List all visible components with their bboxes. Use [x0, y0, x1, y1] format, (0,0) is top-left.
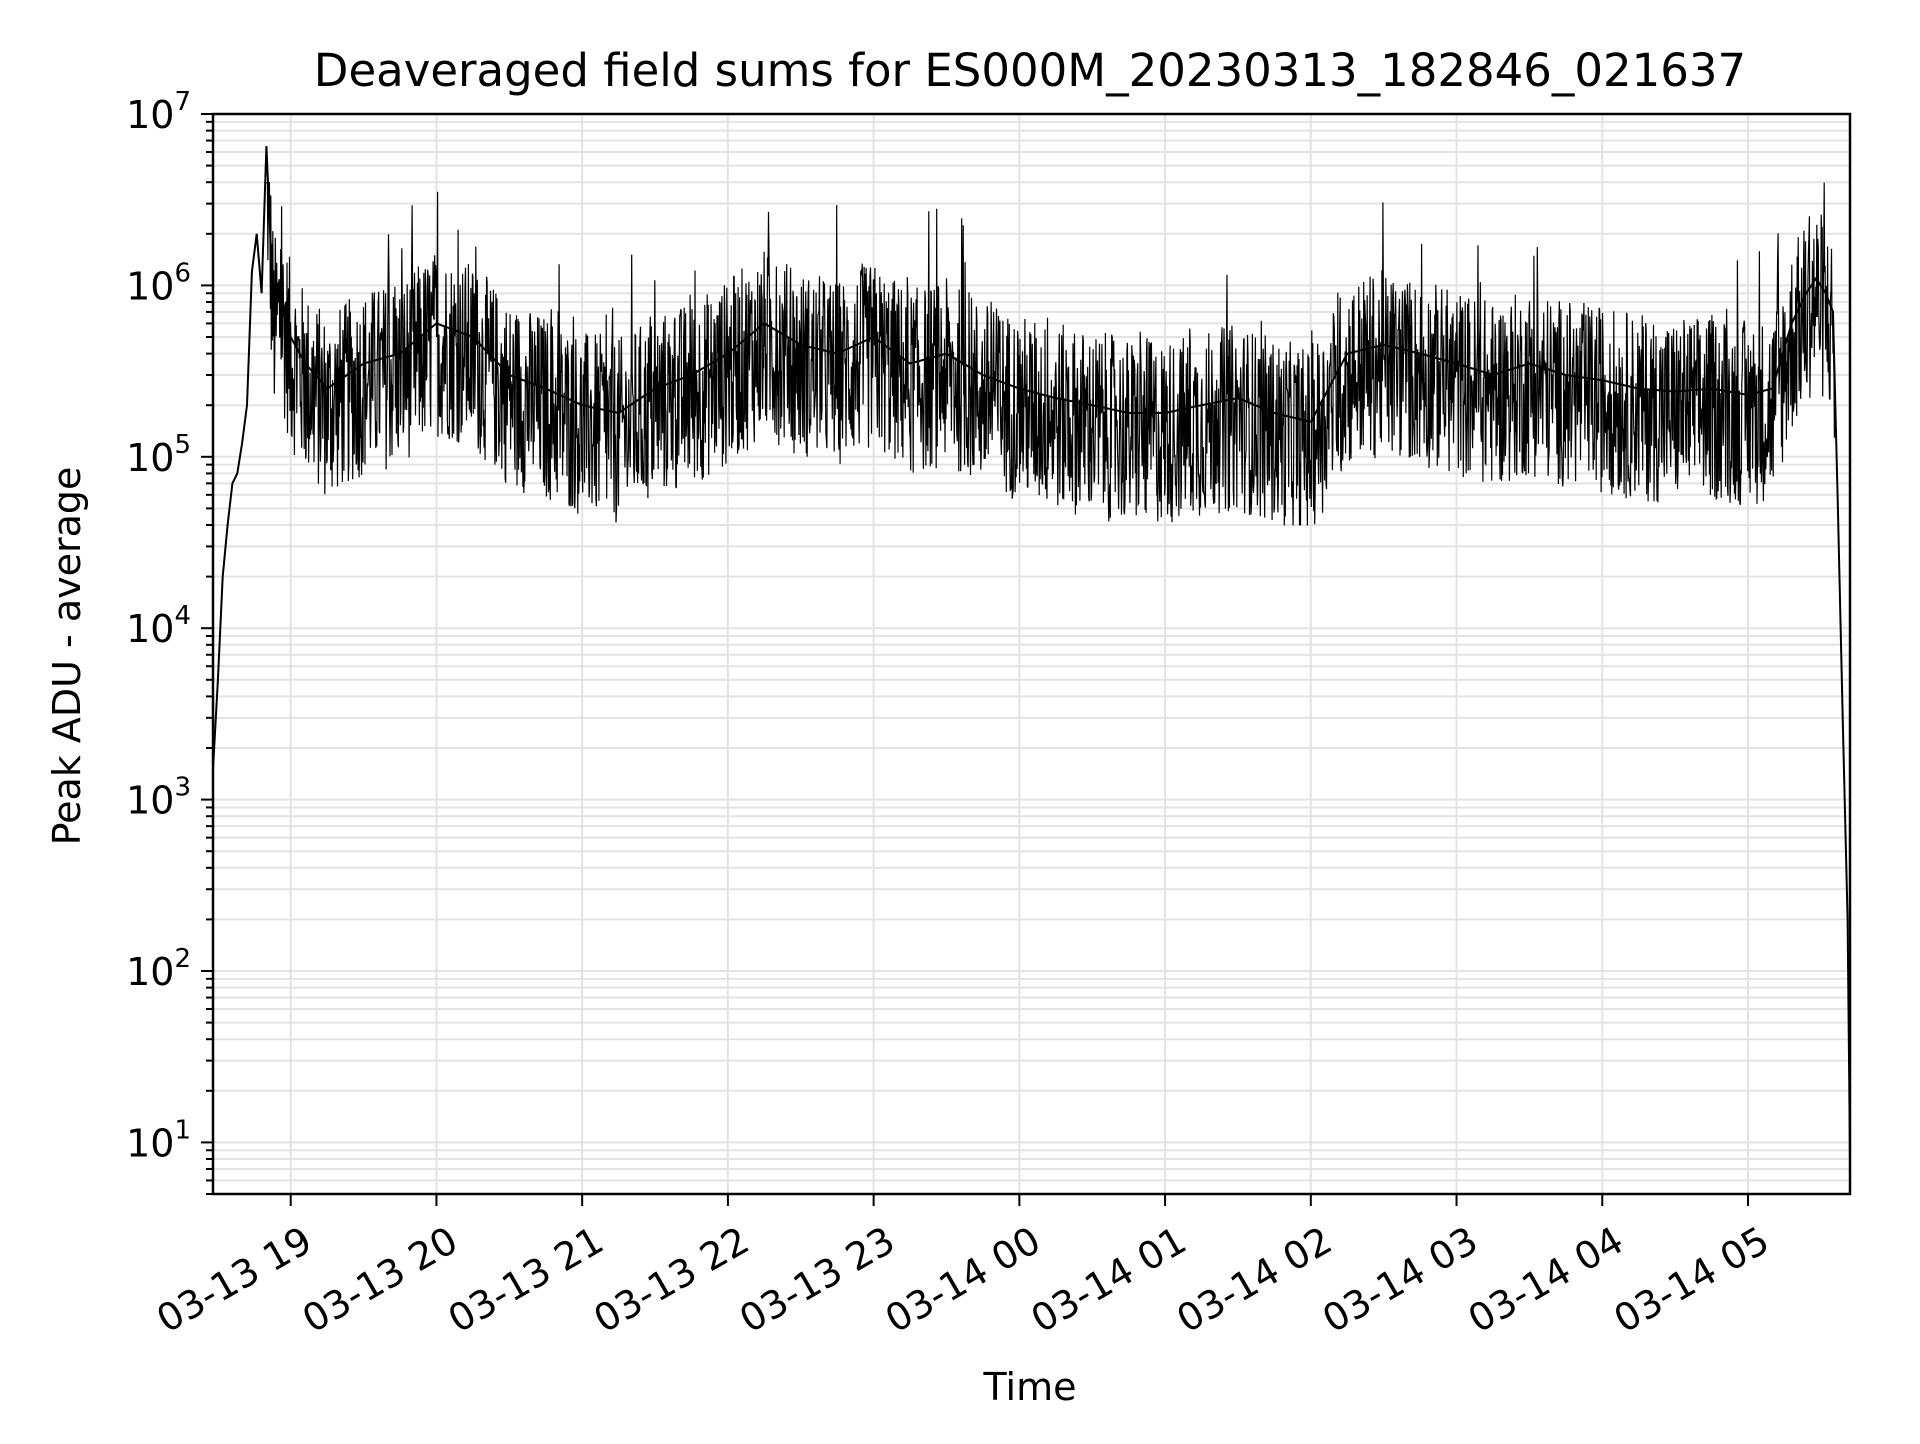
x-tick-label: 03-14 03: [1315, 1218, 1485, 1342]
x-tick-label: 03-14 02: [1169, 1218, 1339, 1342]
y-tick-label: 107: [126, 87, 191, 137]
x-tick-label: 03-13 20: [295, 1218, 465, 1342]
x-tick-label: 03-13 21: [441, 1218, 611, 1342]
y-axis-label: Peak ADU - average: [45, 467, 89, 846]
x-tick-label: 03-14 00: [878, 1218, 1048, 1342]
y-tick-label: 104: [126, 601, 191, 651]
chart-title: Deaveraged field sums for ES000M_2023031…: [314, 44, 1746, 97]
y-tick-label: 102: [126, 944, 191, 994]
x-tick-label: 03-13 19: [149, 1218, 319, 1342]
y-tick-label: 105: [126, 430, 191, 480]
y-tick-label: 106: [126, 258, 191, 308]
x-axis-label: Time: [983, 1365, 1077, 1409]
y-tick-label: 101: [126, 1115, 191, 1165]
x-tick-label: 03-13 22: [586, 1218, 756, 1342]
y-tick-label: 103: [126, 773, 191, 823]
x-tick-label: 03-14 04: [1461, 1218, 1631, 1342]
x-tick-label: 03-14 05: [1607, 1218, 1777, 1342]
data-series: [212, 146, 1851, 1160]
grid-lines: [213, 113, 1850, 1195]
x-tick-label: 03-13 23: [732, 1218, 902, 1342]
series-noise: [266, 182, 1836, 526]
x-tick-label: 03-14 01: [1024, 1218, 1194, 1342]
